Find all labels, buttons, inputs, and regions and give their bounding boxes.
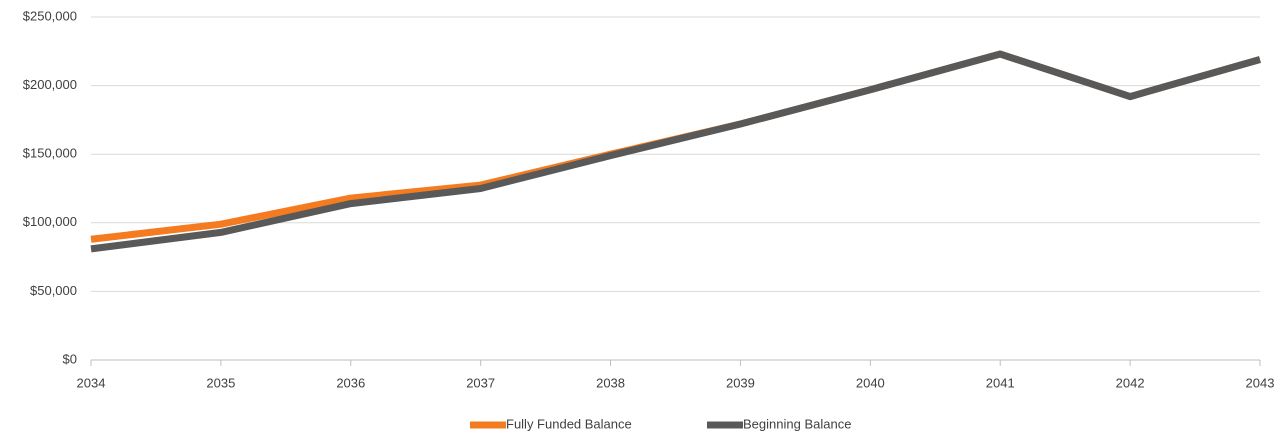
x-tick-label: 2042 <box>1116 375 1145 390</box>
legend-label: Beginning Balance <box>743 416 851 431</box>
x-tick-label: 2039 <box>726 375 755 390</box>
x-tick-label: 2037 <box>466 375 495 390</box>
y-tick-label: $100,000 <box>23 214 77 229</box>
x-tick-label: 2035 <box>206 375 235 390</box>
y-tick-label: $200,000 <box>23 77 77 92</box>
y-tick-label: $50,000 <box>30 283 77 298</box>
y-tick-label: $150,000 <box>23 146 77 161</box>
y-tick-label: $0 <box>63 351 77 366</box>
line-series <box>90 50 1261 253</box>
x-tick-label: 2036 <box>336 375 365 390</box>
y-tick-label: $250,000 <box>23 8 77 23</box>
x-tick-label: 2034 <box>77 375 106 390</box>
x-tick-label: 2041 <box>986 375 1015 390</box>
legend-label: Fully Funded Balance <box>506 416 632 431</box>
x-tick-label: 2043 <box>1246 375 1275 390</box>
x-tick-label: 2040 <box>856 375 885 390</box>
x-tick-label: 2038 <box>596 375 625 390</box>
